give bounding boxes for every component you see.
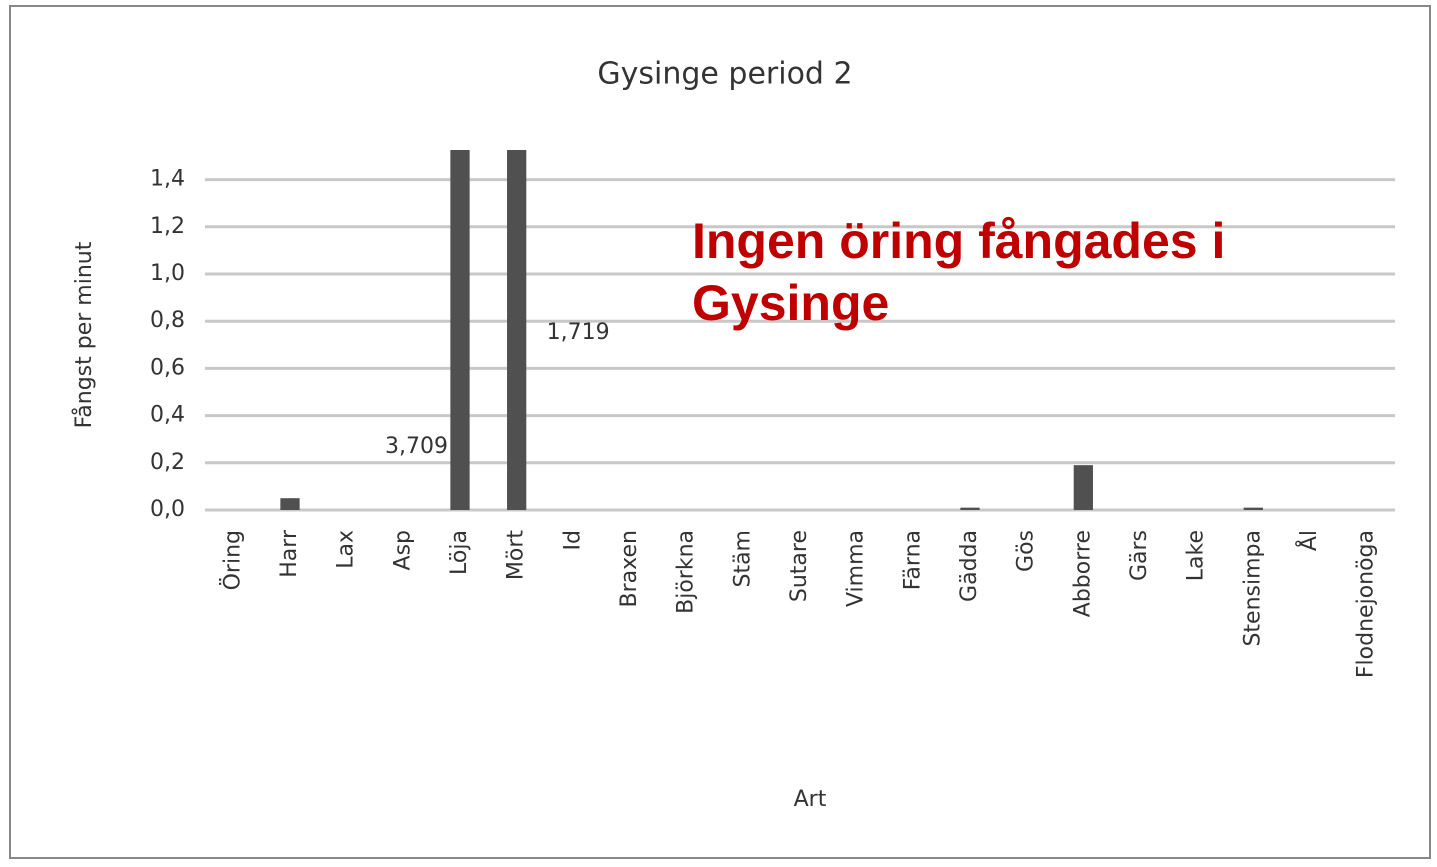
- y-tick-label: 0,6: [150, 355, 185, 380]
- chart-title: Gysinge period 2: [597, 57, 852, 92]
- y-tick-label: 0,0: [150, 497, 185, 522]
- y-tick-label: 1,2: [150, 214, 185, 239]
- data-label: 3,709: [385, 434, 448, 459]
- bar: [280, 498, 300, 510]
- x-tick-label: Lax: [334, 530, 359, 569]
- x-tick-label: Braxen: [617, 530, 642, 607]
- x-tick-label: Vimma: [844, 530, 869, 607]
- x-tick-label: Gädda: [957, 530, 982, 602]
- chart-border: [9, 5, 1431, 859]
- x-axis-label: Art: [794, 787, 827, 812]
- y-axis-label: Fångst per minut: [71, 241, 97, 428]
- x-tick-label: Stensimpa: [1240, 530, 1265, 647]
- x-tick-label: Lake: [1184, 530, 1209, 581]
- x-tick-label: Asp: [390, 530, 415, 570]
- x-tick-label: Färna: [900, 530, 925, 590]
- annotation: Ingen öring fångades i Gysinge: [692, 213, 1226, 331]
- x-tick-label: Id: [560, 530, 585, 550]
- bar: [960, 507, 980, 510]
- x-tick-label: Öring: [219, 530, 245, 590]
- x-tick-label: Stäm: [730, 530, 755, 588]
- x-tick-label: Gärs: [1127, 530, 1152, 581]
- x-tick-label: Flodnejonöga: [1354, 530, 1379, 678]
- y-tick-label: 1,0: [150, 261, 185, 286]
- bars: [280, 150, 1263, 510]
- grid: [205, 178, 1395, 512]
- y-tick-label: 1,4: [150, 167, 185, 192]
- bar: [1243, 507, 1263, 510]
- x-tick-label: Sutare: [787, 530, 812, 602]
- x-tick-label: Björkna: [674, 530, 699, 614]
- x-tick-label: Gös: [1014, 530, 1039, 572]
- x-tick-label: Abborre: [1070, 530, 1095, 617]
- x-tick-label: Ål: [1295, 530, 1322, 551]
- bar: [507, 150, 527, 510]
- y-tick-label: 0,4: [150, 403, 185, 428]
- bar: [450, 150, 470, 510]
- x-tick-label: Löja: [447, 530, 472, 575]
- y-tick-label: 0,8: [150, 308, 185, 333]
- data-label: 1,719: [547, 320, 610, 345]
- bar: [1073, 465, 1093, 510]
- x-tick-label: Harr: [277, 529, 302, 578]
- y-tick-label: 0,2: [150, 450, 185, 475]
- x-tick-label: Mört: [504, 530, 529, 580]
